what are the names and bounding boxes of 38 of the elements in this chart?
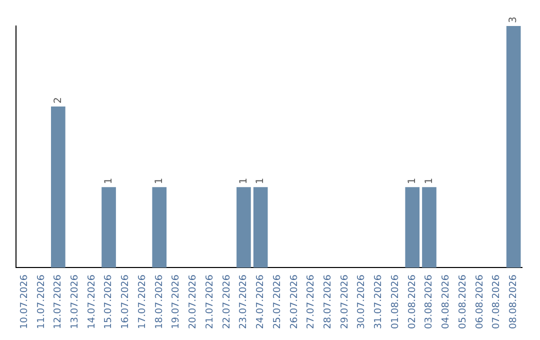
data-label: 1 (424, 178, 435, 184)
x-tick-label: 15.07.2026 (103, 274, 114, 330)
x-tick-label: 23.07.2026 (238, 274, 250, 330)
x-tick-label: 01.08.2026 (390, 274, 401, 330)
x-tick-label: 08.08.2026 (508, 274, 520, 330)
x-tick-label: 28.07.2026 (322, 274, 334, 330)
x-tick-label: 27.07.2026 (306, 274, 317, 330)
x-tick-label: 16.07.2026 (120, 274, 132, 330)
x-tick-label: 13.07.2026 (70, 274, 80, 330)
x-tick-label: 11.07.2026 (36, 274, 47, 330)
x-tick-label: 10.07.2026 (18, 274, 30, 330)
x-tick-label: 18.07.2026 (154, 274, 165, 330)
x-tick-label: 06.08.2026 (474, 274, 486, 330)
x-tick-label: 14.07.2026 (86, 274, 98, 330)
x-tick-label: 12.07.2026 (52, 274, 64, 330)
x-tick-label: 05.08.2026 (457, 274, 468, 330)
data-label: 1 (103, 178, 114, 184)
x-tick-label: 21.07.2026 (204, 274, 216, 330)
x-tick-label: 04.08.2026 (440, 274, 452, 330)
x-tick-label: 07.08.2026 (491, 274, 502, 330)
x-tick-label: 19.07.2026 (170, 274, 182, 330)
x-tick-label: 03.08.2026 (424, 274, 435, 330)
data-label: 1 (154, 178, 165, 184)
x-tick-label: 22.07.2026 (221, 274, 232, 330)
x-tick-label: 30.07.2026 (356, 274, 368, 330)
data-label: 1 (406, 178, 418, 184)
data-label: 1 (255, 178, 266, 184)
x-tick-label: 17.07.2026 (136, 274, 148, 330)
x-tick-label: 25.07.2026 (272, 274, 283, 330)
x-tick-label: 02.08.2026 (406, 274, 418, 330)
x-tick-label: 26.07.2026 (288, 274, 300, 330)
data-label: 3 (508, 16, 520, 23)
data-label: 1 (238, 178, 250, 184)
x-tick-label: 29.07.2026 (339, 274, 350, 330)
x-tick-label: 24.07.2026 (255, 274, 266, 330)
data-label: 2 (52, 97, 64, 104)
x-tick-label: 31.07.2026 (373, 274, 384, 330)
x-tick-label: 20.07.2026 (188, 274, 199, 330)
